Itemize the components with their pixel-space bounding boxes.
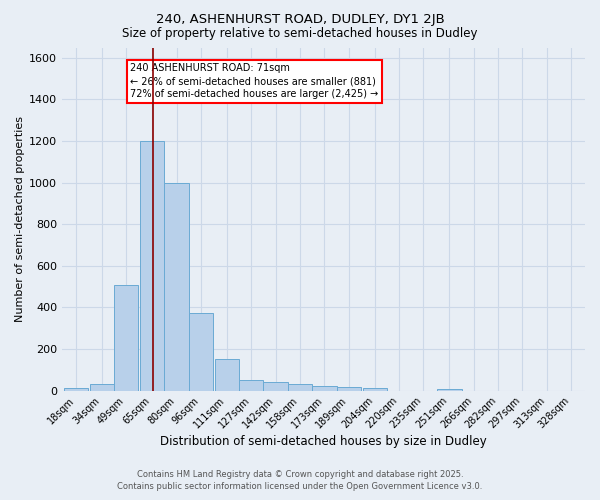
Bar: [288, 384, 312, 390]
Bar: [263, 382, 288, 390]
Bar: [312, 386, 337, 390]
Bar: [362, 388, 387, 390]
X-axis label: Distribution of semi-detached houses by size in Dudley: Distribution of semi-detached houses by …: [160, 434, 487, 448]
Bar: [90, 384, 114, 390]
Bar: [239, 380, 263, 390]
Bar: [337, 388, 361, 390]
Bar: [140, 141, 164, 390]
Bar: [64, 388, 88, 390]
Y-axis label: Number of semi-detached properties: Number of semi-detached properties: [15, 116, 25, 322]
Bar: [189, 312, 213, 390]
Text: 240, ASHENHURST ROAD, DUDLEY, DY1 2JB: 240, ASHENHURST ROAD, DUDLEY, DY1 2JB: [155, 12, 445, 26]
Bar: [437, 389, 461, 390]
Bar: [215, 360, 239, 390]
Text: Contains HM Land Registry data © Crown copyright and database right 2025.
Contai: Contains HM Land Registry data © Crown c…: [118, 470, 482, 491]
Text: Size of property relative to semi-detached houses in Dudley: Size of property relative to semi-detach…: [122, 28, 478, 40]
Text: 240 ASHENHURST ROAD: 71sqm
← 26% of semi-detached houses are smaller (881)
72% o: 240 ASHENHURST ROAD: 71sqm ← 26% of semi…: [130, 63, 379, 100]
Bar: [164, 182, 189, 390]
Bar: [114, 284, 139, 391]
